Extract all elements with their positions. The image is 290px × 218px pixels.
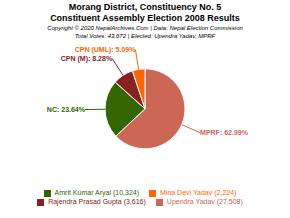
svg-text:MPRF: 62.99%: MPRF: 62.99%: [200, 129, 249, 136]
html-text:Constituent Assembly Election: Constituent Assembly Election 2008 Resul…: [50, 13, 240, 23]
svg-text:CPN (M): 8.28%: CPN (M): 8.28%: [61, 55, 113, 63]
html-text:Rajendra Prasad Gupta (3,616): Rajendra Prasad Gupta (3,616): [48, 198, 146, 205]
html-text:Total Votes: 43,672 | Elected:: Total Votes: 43,672 | Elected: Upendra Y…: [74, 33, 216, 39]
html-text:Mina Devi Yadav (2,224): Mina Devi Yadav (2,224): [160, 189, 237, 196]
svg-text:CPN (UML): 5.09%: CPN (UML): 5.09%: [75, 46, 136, 54]
svg-text:NC: 23.64%: NC: 23.64%: [47, 106, 86, 113]
html-text:Morang District, Constituency: Morang District, Constituency No. 5: [68, 2, 222, 12]
html-text:Copyright © 2020 NepalArchives: Copyright © 2020 NepalArchives.Com | Dat…: [47, 25, 243, 31]
html-text:Upendra Yadav (27,508): Upendra Yadav (27,508): [166, 198, 243, 205]
html-text:Amrit Kumar Aryal (10,324): Amrit Kumar Aryal (10,324): [54, 189, 139, 196]
